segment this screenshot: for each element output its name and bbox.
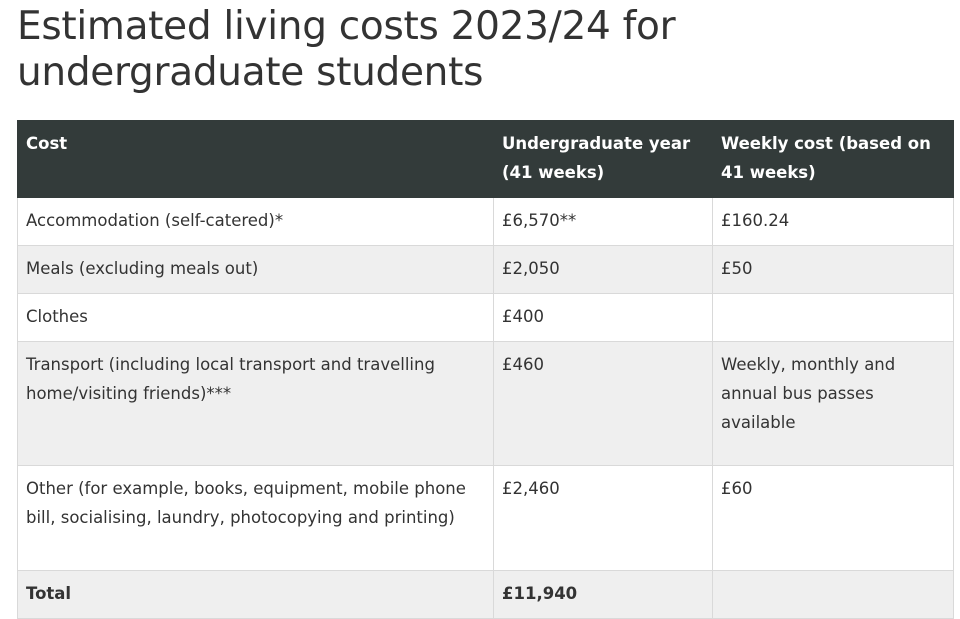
cell-year: £6,570** — [493, 197, 713, 246]
table-body: Accommodation (self-catered)* £6,570** £… — [17, 197, 954, 619]
header-row: Cost Undergraduate year (41 weeks) Weekl… — [17, 120, 954, 198]
table-row: Other (for example, books, equipment, mo… — [17, 465, 954, 571]
cell-year: £460 — [493, 341, 713, 466]
header-undergraduate-year: Undergraduate year (41 weeks) — [493, 120, 713, 198]
cell-cost: Clothes — [17, 293, 494, 342]
cell-weekly — [712, 293, 954, 342]
cell-weekly: £60 — [712, 465, 954, 571]
cell-year: £11,940 — [493, 570, 713, 619]
page-title: Estimated living costs 2023/24 for under… — [17, 4, 676, 95]
cell-weekly: £50 — [712, 245, 954, 294]
cell-cost: Accommodation (self-catered)* — [17, 197, 494, 246]
table-row: Meals (excluding meals out) £2,050 £50 — [17, 245, 954, 294]
table-row: Clothes £400 — [17, 293, 954, 342]
table-row: Transport (including local transport and… — [17, 341, 954, 466]
table-row: Accommodation (self-catered)* £6,570** £… — [17, 197, 954, 246]
cell-cost: Meals (excluding meals out) — [17, 245, 494, 294]
cell-weekly: £160.24 — [712, 197, 954, 246]
header-weekly-cost: Weekly cost (based on 41 weeks) — [712, 120, 954, 198]
cell-cost: Transport (including local transport and… — [17, 341, 494, 466]
page-content: Estimated living costs 2023/24 for under… — [17, 0, 954, 619]
table-header: Cost Undergraduate year (41 weeks) Weekl… — [17, 120, 954, 198]
cell-weekly: Weekly, monthly and annual bus passes av… — [712, 341, 954, 466]
cell-year: £2,460 — [493, 465, 713, 571]
living-costs-table: Cost Undergraduate year (41 weeks) Weekl… — [17, 120, 954, 619]
cell-weekly — [712, 570, 954, 619]
cell-year: £2,050 — [493, 245, 713, 294]
cell-cost: Other (for example, books, equipment, mo… — [17, 465, 494, 571]
cell-cost: Total — [17, 570, 494, 619]
total-row: Total £11,940 — [17, 570, 954, 619]
cell-year: £400 — [493, 293, 713, 342]
header-cost: Cost — [17, 120, 494, 198]
